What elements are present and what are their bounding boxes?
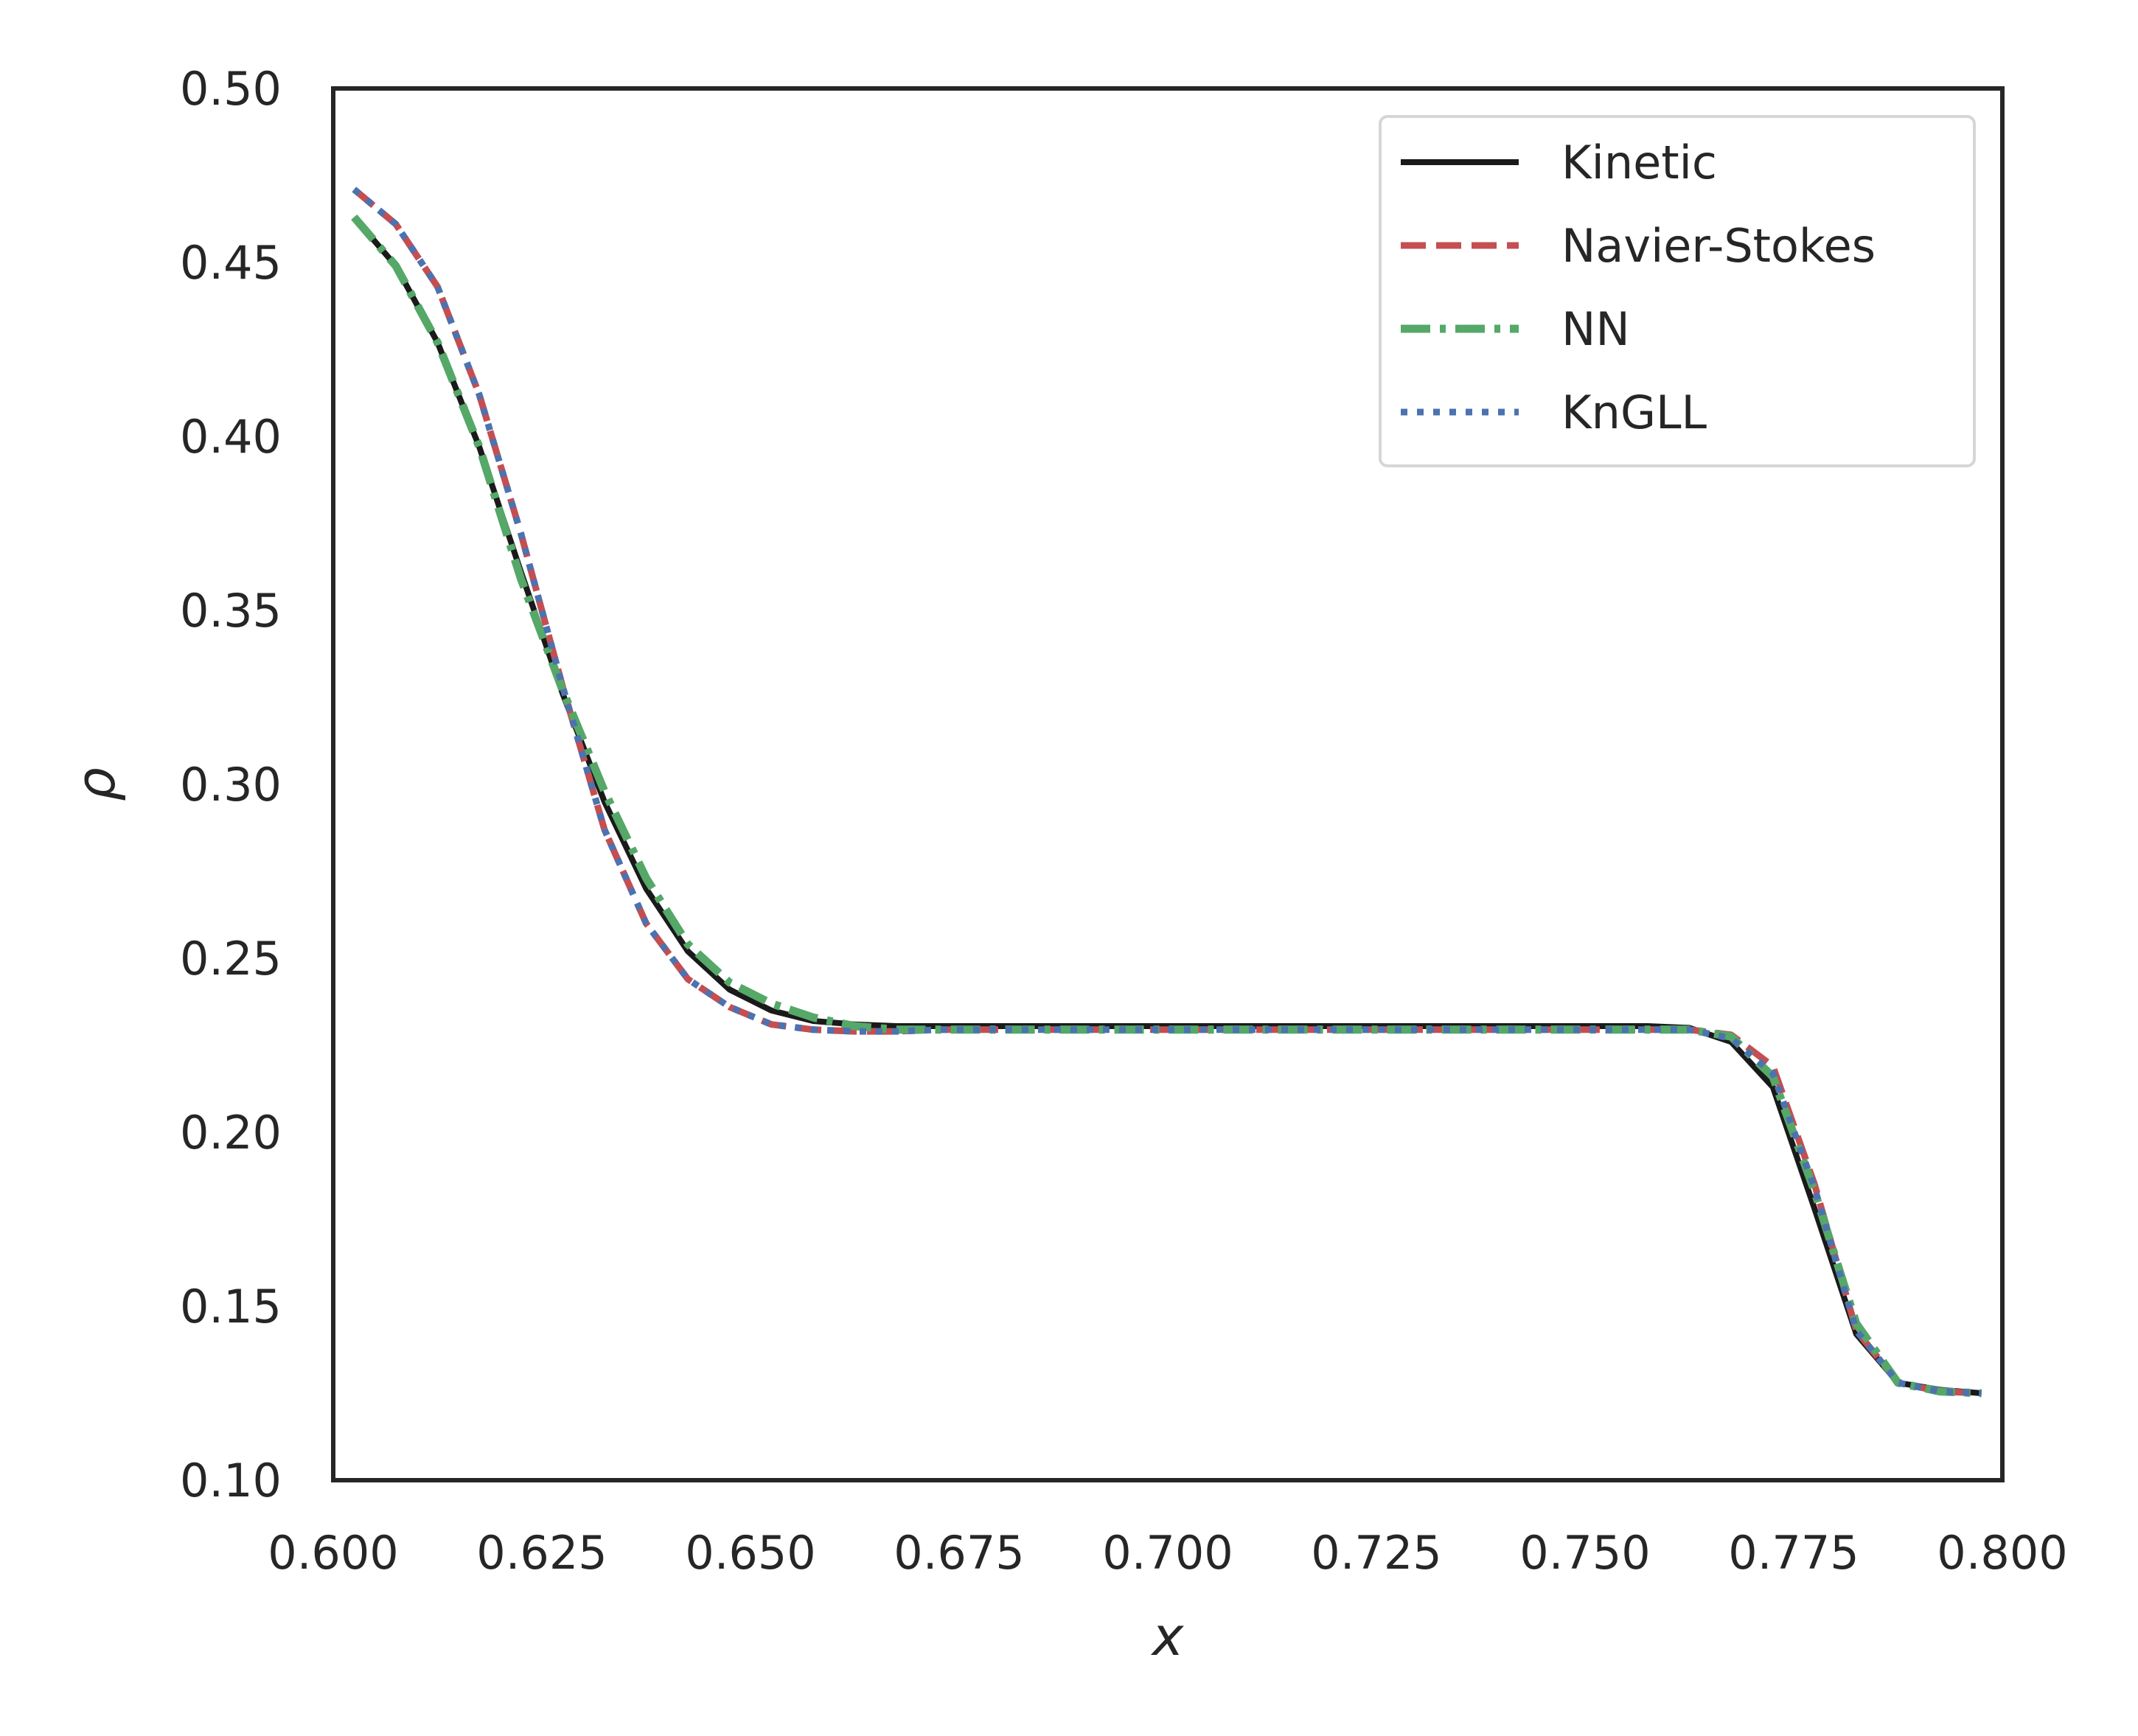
- series-line-kngll: [352, 187, 1982, 1397]
- y-tick-label: 0.30: [180, 758, 282, 812]
- x-tick-label: 0.750: [1519, 1526, 1651, 1580]
- legend-label: Kinetic: [1561, 136, 1717, 189]
- x-tick-label: 0.650: [685, 1526, 816, 1580]
- x-axis-ticks: 0.600 0.625 0.650 0.675 0.700 0.725 0.750 0.775…: [268, 1526, 2068, 1580]
- y-axis-label: ρ: [65, 767, 127, 801]
- y-tick-label: 0.45: [180, 236, 282, 290]
- x-tick-label: 0.775: [1728, 1526, 1859, 1580]
- y-tick-label: 0.40: [180, 410, 282, 464]
- legend-label: Navier-Stokes: [1561, 219, 1876, 273]
- legend: Kinetic Navier-Stokes NN KnGLL: [1379, 115, 1976, 467]
- x-tick-label: 0.675: [894, 1526, 1025, 1580]
- legend-items: Kinetic Navier-Stokes NN KnGLL: [1401, 136, 1876, 439]
- x-tick-label: 0.600: [268, 1526, 399, 1580]
- x-axis-label: x: [1151, 1606, 1185, 1667]
- y-axis-ticks: 0.10 0.15 0.20 0.25 0.30 0.35 0.40 0.45 0.50: [180, 62, 282, 1507]
- x-tick-label: 0.800: [1937, 1526, 2068, 1580]
- legend-label: NN: [1561, 302, 1630, 356]
- plot-area-frame: [331, 86, 2005, 1482]
- series-line-kinetic: [352, 215, 1982, 1396]
- y-tick-label: 0.25: [180, 932, 282, 986]
- series-line-nn: [351, 215, 1982, 1398]
- x-tick-label: 0.700: [1102, 1526, 1233, 1580]
- x-tick-label: 0.625: [476, 1526, 607, 1580]
- series-layer: [351, 187, 1982, 1398]
- y-tick-label: 0.20: [180, 1106, 282, 1160]
- y-tick-label: 0.35: [180, 584, 282, 638]
- y-tick-label: 0.50: [180, 62, 282, 116]
- x-tick-label: 0.725: [1311, 1526, 1442, 1580]
- y-tick-label: 0.15: [180, 1280, 282, 1334]
- legend-box: [1379, 115, 1976, 467]
- y-tick-label: 0.10: [180, 1454, 282, 1507]
- legend-label: KnGLL: [1561, 386, 1707, 439]
